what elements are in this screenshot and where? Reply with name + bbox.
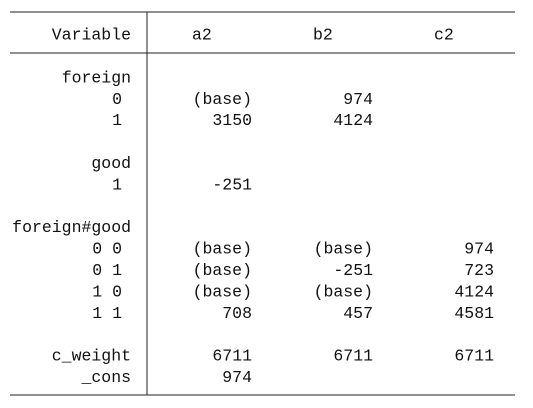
cell: 4124 — [454, 282, 494, 301]
cell: (base) — [314, 240, 373, 259]
column-header: c2 — [434, 25, 454, 44]
row-label: 1 1 — [92, 304, 122, 323]
row-label: _cons — [80, 368, 131, 387]
group-title: foreign — [62, 68, 131, 87]
cell: 6711 — [454, 347, 494, 366]
cell: -251 — [333, 261, 373, 280]
cell: 4581 — [454, 304, 494, 323]
cell: -251 — [212, 175, 252, 194]
row-label: 1 — [112, 175, 122, 194]
group-title: good — [91, 154, 131, 173]
cell: 974 — [464, 240, 494, 259]
row-label: 0 1 — [92, 261, 122, 280]
cell: (base) — [193, 90, 252, 109]
column-header: a2 — [192, 25, 212, 44]
cell: (base) — [193, 282, 252, 301]
row-label: c_weight — [52, 347, 131, 366]
row-label: 0 0 — [92, 240, 122, 259]
cell: 6711 — [333, 347, 373, 366]
cell: 974 — [222, 368, 252, 387]
column-header: b2 — [313, 25, 333, 44]
row-label: 0 — [112, 90, 122, 109]
cell: 3150 — [212, 111, 252, 130]
cell: 4124 — [333, 111, 373, 130]
cell: 708 — [222, 304, 252, 323]
header-label: Variable — [52, 25, 131, 44]
cell: 723 — [464, 261, 494, 280]
cell: 6711 — [212, 347, 252, 366]
row-label: 1 0 — [92, 282, 122, 301]
row-label: 1 — [112, 111, 122, 130]
cell: (base) — [314, 282, 373, 301]
cell: 974 — [343, 90, 373, 109]
cell: 457 — [343, 304, 373, 323]
group-title: foreign#good — [12, 218, 131, 237]
cell: (base) — [193, 261, 252, 280]
cell: (base) — [193, 240, 252, 259]
